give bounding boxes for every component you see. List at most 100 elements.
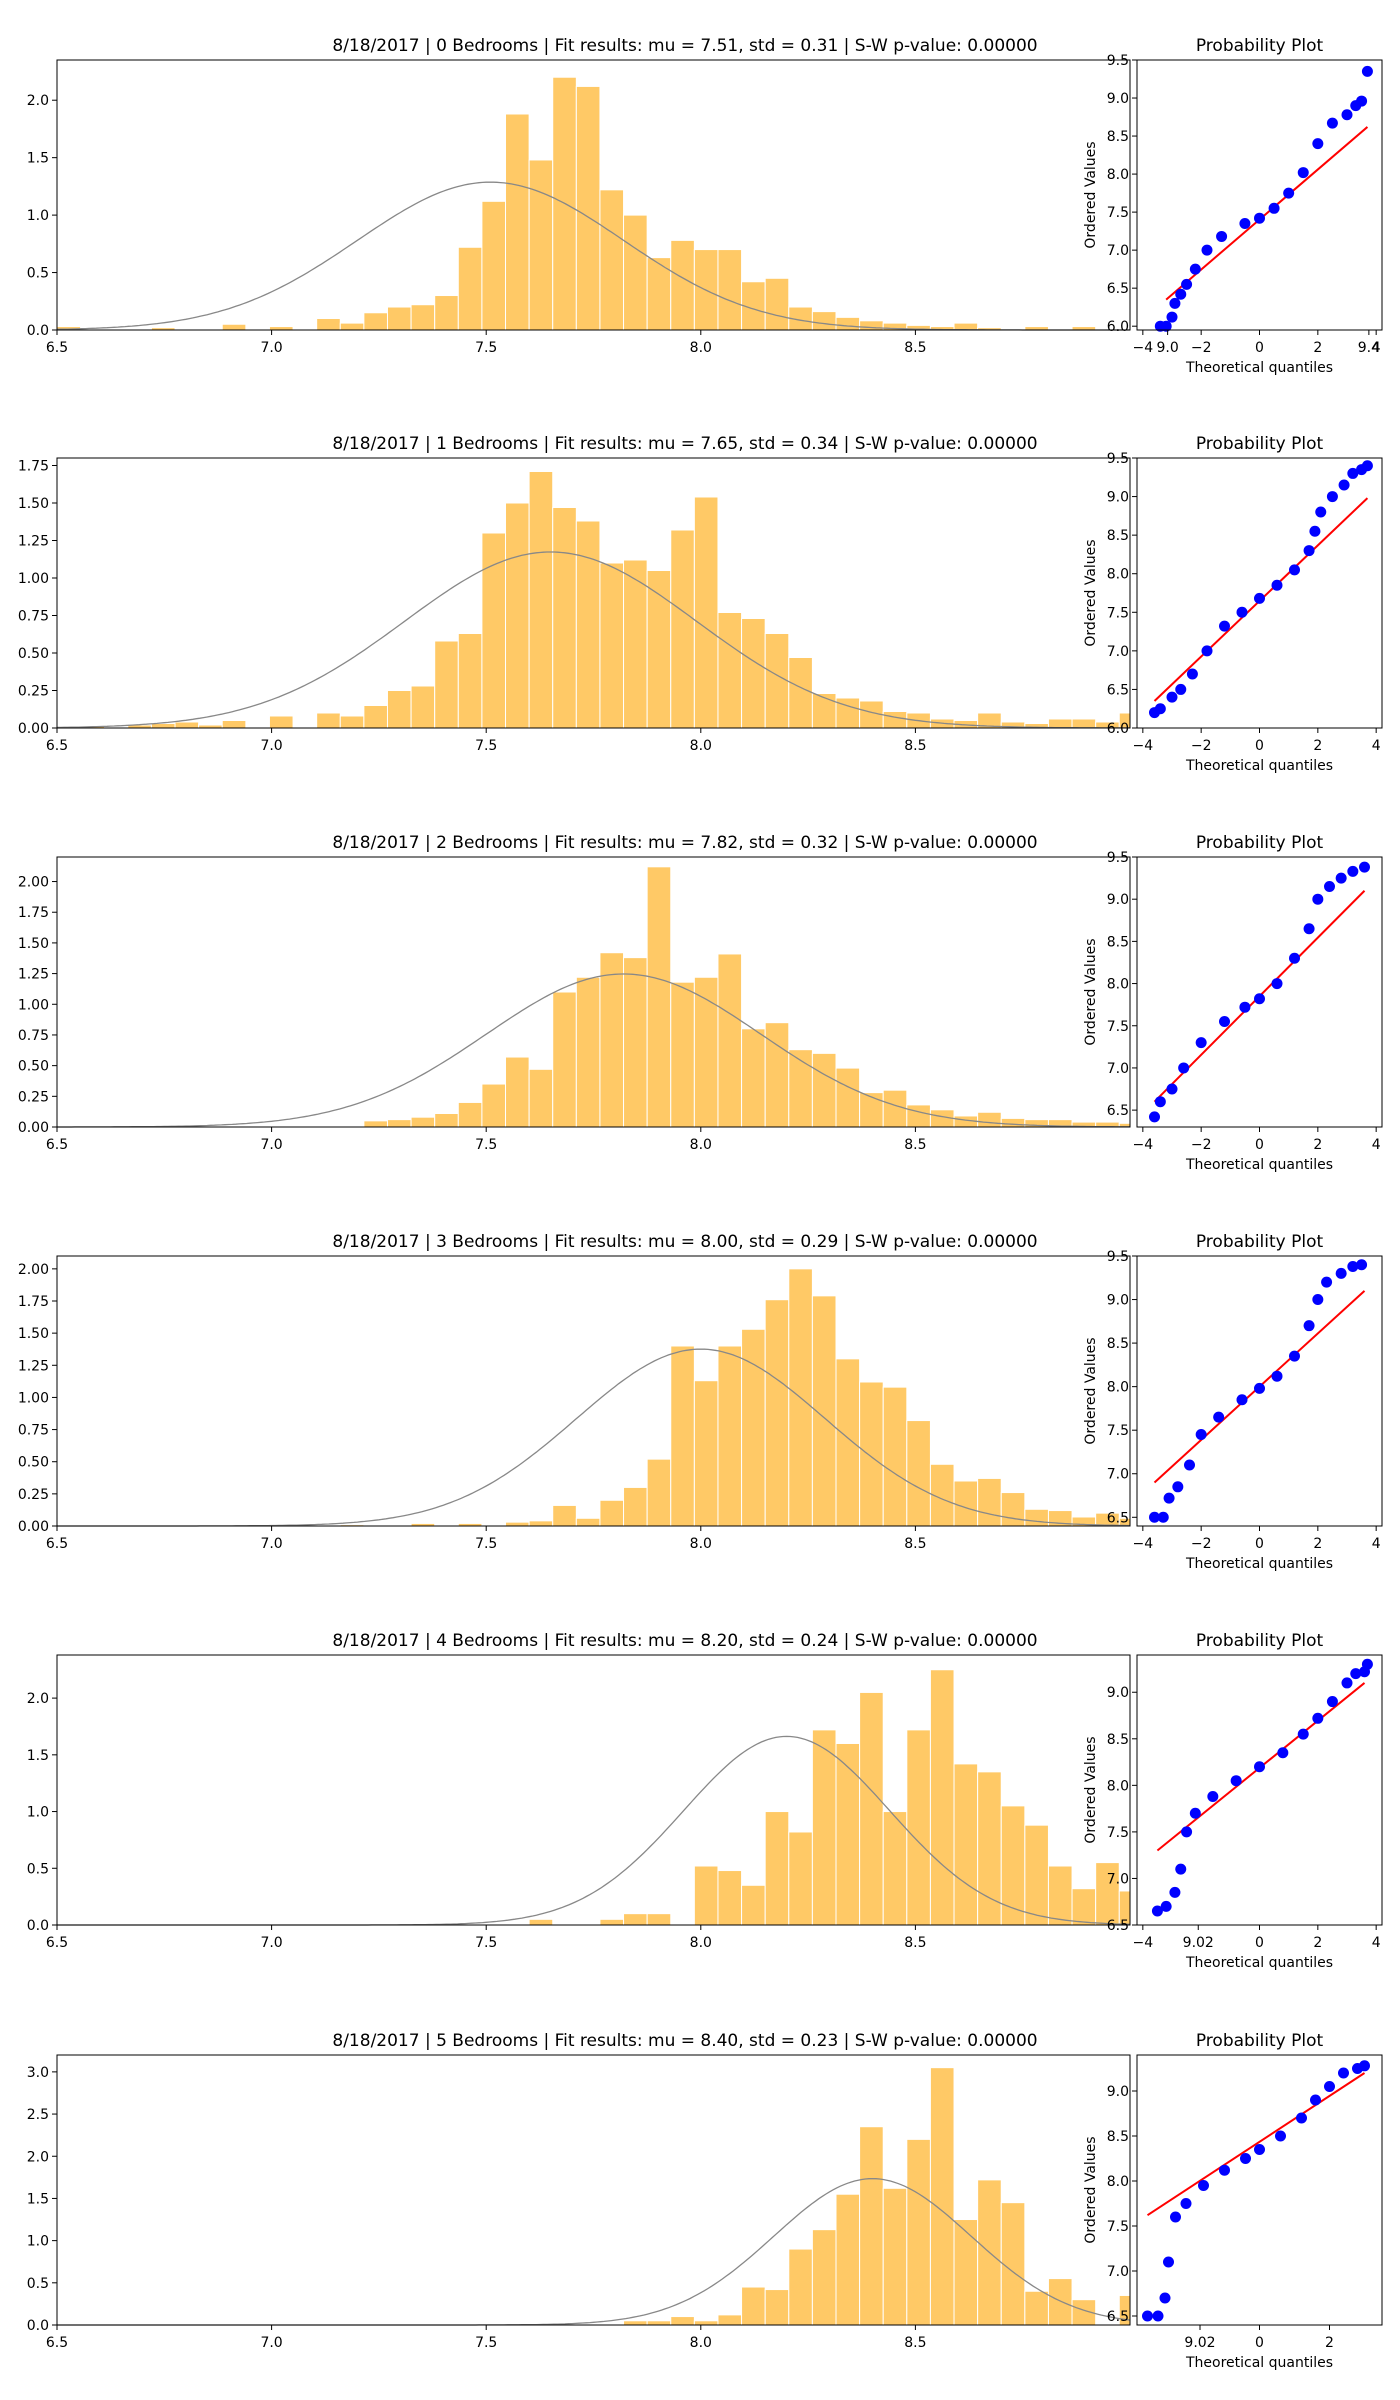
y-tick-label: 0.0 [27, 1918, 49, 1934]
y-tick-label: 8.0 [1107, 167, 1129, 183]
x-tick-label: −4 [1133, 1137, 1154, 1153]
probability-plot-panel-2: Probability Plot −4 −2 0 2 4 6.5 7.0 7.5 8.0 8.5 9.… [1083, 833, 1383, 1173]
histogram-bar [434, 1113, 459, 1128]
histogram-bar [670, 2316, 695, 2326]
y-tick-label: 8.0 [1107, 567, 1129, 583]
y-tick-label: 0.0 [27, 2318, 49, 2334]
y-tick-label: 1.0 [27, 1805, 49, 1821]
x-axis-label: Theoretical quantiles [1185, 1157, 1333, 1173]
quantile-point [1186, 668, 1198, 680]
x-tick-label: 4 [1372, 340, 1381, 356]
histogram-bar [670, 239, 695, 331]
y-tick-label: 1.75 [18, 905, 49, 921]
histogram-bar [410, 685, 436, 729]
y-tick-label: 1.50 [18, 936, 49, 952]
quantile-point [1213, 1411, 1225, 1423]
chart-title: Probability Plot [1196, 1232, 1324, 1252]
histogram-bar [599, 189, 625, 331]
histogram-bar [1071, 718, 1097, 729]
y-tick-label: 1.00 [18, 571, 49, 587]
histogram-bar [693, 496, 719, 729]
x-tick-label: 8.5 [904, 738, 926, 754]
y-tick-label: 9.0 [1107, 892, 1129, 908]
x-axis-label: Theoretical quantiles [1185, 1955, 1333, 1971]
y-tick-label: 7.0 [1107, 2264, 1129, 2280]
histogram-bar [221, 323, 247, 331]
quantile-point [1254, 212, 1265, 224]
quantile-point [1312, 893, 1324, 905]
probability-plot-panel-0: Probability Plot−4 9.0 −2 0 2 9.446.06.57.07.… [1083, 36, 1383, 376]
y-tick-label: 7.0 [1107, 644, 1129, 660]
histogram-bar [835, 316, 861, 331]
x-tick-label: 2 [1313, 1536, 1322, 1552]
x-tick-label: 7.5 [475, 1536, 497, 1552]
quantile-point [1361, 65, 1373, 77]
y-tick-label: 7.5 [1107, 205, 1129, 221]
y-tick-label: 0.25 [18, 1089, 49, 1105]
histogram-bar [764, 1022, 790, 1128]
quantile-point [1175, 1863, 1187, 1875]
histogram-bar [693, 1380, 719, 1527]
histogram-bar [575, 1517, 601, 1527]
histogram-bar [788, 2248, 813, 2326]
quantile-point [1347, 467, 1359, 479]
quantile-point [1271, 1370, 1283, 1382]
y-tick-label: 9.0 [1107, 91, 1129, 107]
histogram-bar [528, 1520, 554, 1527]
y-tick-label: 0.50 [18, 1455, 49, 1471]
histogram-bar [575, 85, 601, 331]
histogram-bar [764, 633, 790, 729]
axes-frame [56, 1654, 1131, 1926]
histogram-bar [363, 705, 388, 729]
histogram-bar [575, 976, 601, 1128]
x-tick-label: −4 [1133, 738, 1154, 754]
histogram-bar [670, 981, 695, 1128]
x-tick-label: 8.5 [904, 1536, 926, 1552]
histogram-bar [1000, 1492, 1026, 1527]
histogram-panel-4: 8/18/2017 | 4 Bedrooms | Fit results: mu… [27, 1631, 1131, 1951]
x-axis-label: Theoretical quantiles [1185, 1556, 1333, 1572]
histogram-bar [741, 2286, 766, 2326]
histogram-bar [410, 1116, 436, 1128]
x-axis-label: Theoretical quantiles [1185, 360, 1333, 376]
quantile-point [1254, 1761, 1265, 1773]
quantile-point [1254, 1382, 1265, 1394]
quantile-point [1239, 218, 1251, 230]
histogram-bar [339, 322, 365, 331]
y-tick-label: 0.50 [18, 1059, 49, 1075]
x-tick-label: 6.5 [46, 1137, 68, 1153]
quantile-point [1326, 491, 1338, 503]
axes-frame [56, 1255, 1131, 1527]
histogram-bar [434, 640, 459, 729]
histogram-bar [811, 693, 837, 729]
y-tick-label: 1.25 [18, 967, 49, 983]
chart-title: 8/18/2017 | 5 Bedrooms | Fit results: mu… [332, 2031, 1037, 2051]
histogram-bar [811, 1052, 837, 1128]
histogram-bar [1000, 2202, 1026, 2326]
histogram-bar [481, 1083, 507, 1128]
quantile-point [1297, 167, 1309, 179]
histogram-bar [929, 1669, 955, 1926]
y-tick-label: 6.5 [1107, 281, 1129, 297]
y-tick-label: 1.5 [27, 151, 49, 167]
histogram-bar [528, 471, 554, 729]
x-tick-label: 6.5 [46, 340, 68, 356]
histogram-bar [811, 311, 837, 331]
histogram-bar [386, 306, 412, 331]
x-tick-label: −2 [1191, 340, 1212, 356]
axes-frame [1136, 1255, 1383, 1527]
histogram-panel-0: 8/18/2017 | 0 Bedrooms | Fit results: mu… [27, 36, 1131, 356]
quantile-point [1166, 691, 1178, 703]
chart-title: 8/18/2017 | 2 Bedrooms | Fit results: mu… [332, 833, 1037, 853]
y-tick-label: 8.0 [1107, 2174, 1129, 2190]
x-tick-label: 9.02 [1183, 1935, 1214, 1951]
y-tick-label: 7.0 [1107, 1061, 1129, 1077]
histogram-bar [764, 277, 790, 331]
x-tick-label: 2 [1313, 1137, 1322, 1153]
y-tick-label: 0.75 [18, 1423, 49, 1439]
histogram-bar [929, 2067, 955, 2326]
quantile-point [1166, 311, 1178, 323]
x-tick-label: 4 [1372, 1935, 1381, 1951]
quantile-point [1275, 2130, 1286, 2142]
quantile-point [1154, 703, 1166, 715]
